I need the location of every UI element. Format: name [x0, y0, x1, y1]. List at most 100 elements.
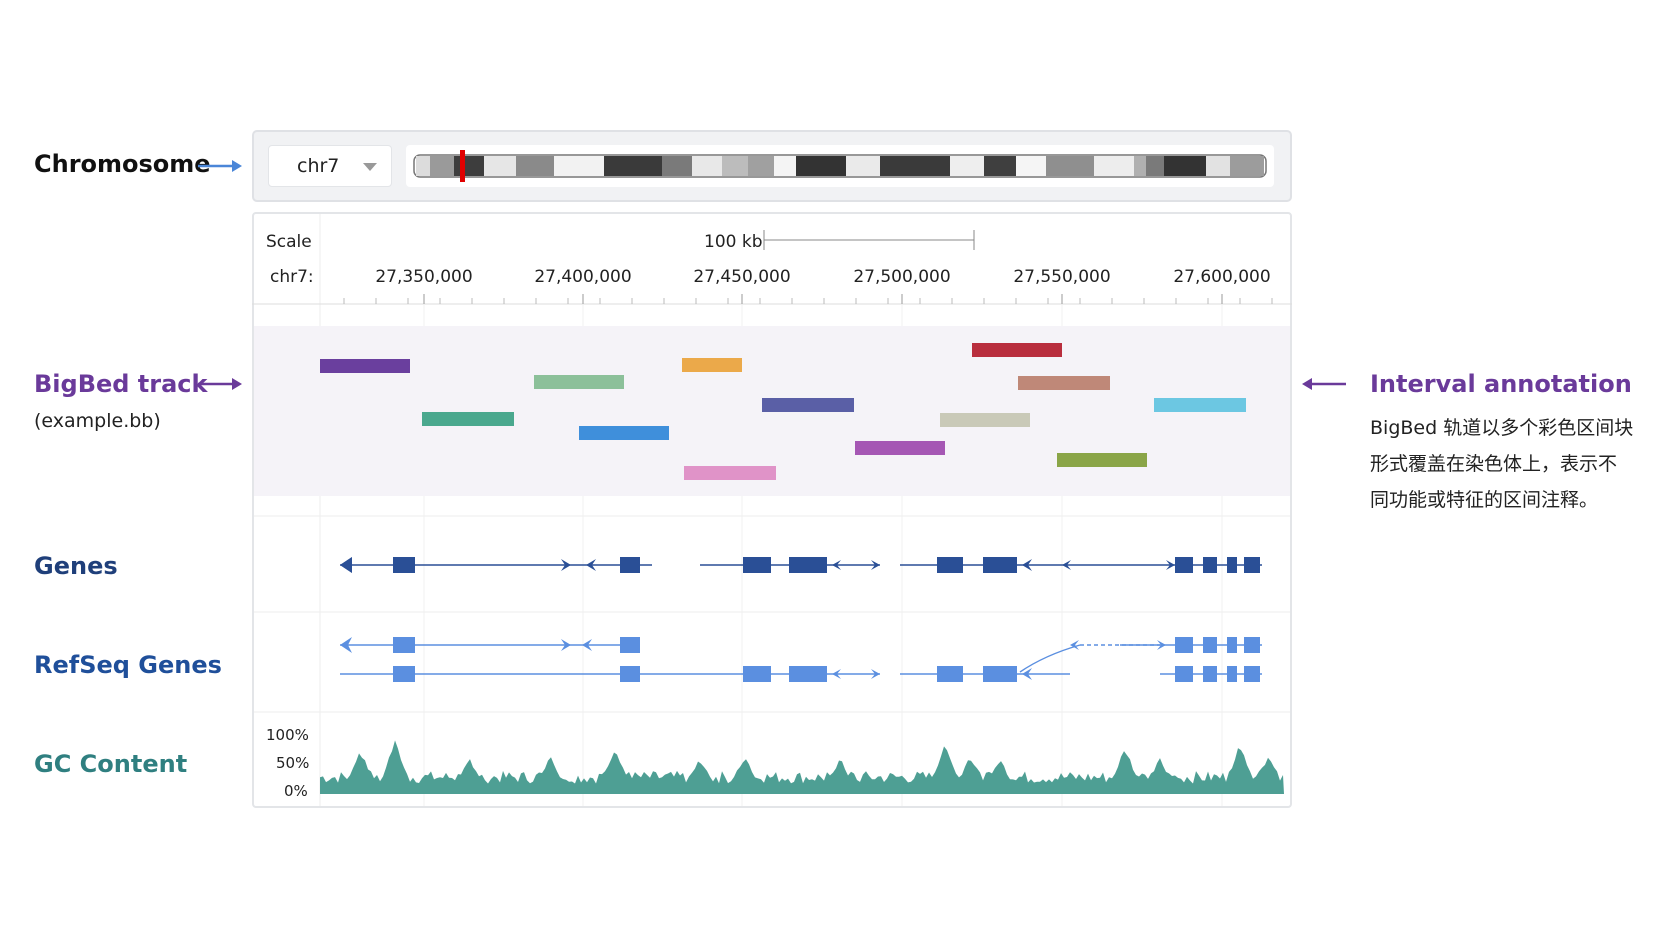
interval-arrow-icon [1302, 378, 1346, 390]
ideogram-band [554, 156, 604, 176]
ideogram-band [1134, 156, 1146, 176]
exon-block[interactable] [1227, 557, 1237, 573]
gc-content-area[interactable] [320, 740, 1284, 794]
browser-panel [252, 212, 1292, 808]
chromosome-ideogram[interactable] [406, 145, 1274, 187]
exon-block[interactable] [743, 666, 771, 682]
exon-block[interactable] [983, 557, 1017, 573]
exon-block[interactable] [1175, 666, 1193, 682]
refseq-genes-label: RefSeq Genes [34, 651, 222, 679]
strand-arrow-icon [1070, 640, 1079, 650]
bigbed-interval-block[interactable] [1057, 453, 1147, 467]
strand-arrow-icon [586, 559, 596, 571]
exon-block[interactable] [789, 557, 827, 573]
ideogram-band [1046, 156, 1094, 176]
strand-arrow-icon [871, 560, 880, 570]
ideogram-band [604, 156, 662, 176]
exon-block[interactable] [1227, 666, 1237, 682]
exon-block[interactable] [937, 666, 963, 682]
exon-block[interactable] [1203, 557, 1217, 573]
gene-start-arrow-icon [340, 557, 352, 573]
splice-connector [1019, 644, 1081, 673]
exon-block[interactable] [743, 557, 771, 573]
ideogram-band [1206, 156, 1230, 176]
exon-block[interactable] [393, 637, 415, 653]
annotation-line: 形式覆盖在染色体上，表示不 [1370, 453, 1618, 475]
gc-axis-tick: 100% [266, 726, 309, 744]
bigbed-interval-block[interactable] [1018, 376, 1110, 390]
ideogram-band [484, 156, 516, 176]
ideogram-band [722, 156, 748, 176]
exon-block[interactable] [1244, 637, 1260, 653]
ideogram-band [1146, 156, 1164, 176]
ideogram-band [1094, 156, 1134, 176]
strand-arrow-icon [1166, 560, 1175, 570]
bigbed-interval-block[interactable] [579, 426, 669, 440]
bigbed-interval-block[interactable] [320, 359, 410, 373]
exon-block[interactable] [983, 666, 1017, 682]
chromosome-select[interactable]: chr7 [268, 145, 392, 187]
ruler-tick-label: 27,500,000 [853, 267, 950, 287]
exon-block[interactable] [620, 666, 640, 682]
gc-content-label: GC Content [34, 750, 188, 778]
ideogram-band [984, 156, 1016, 176]
bigbed-interval-block[interactable] [422, 412, 514, 426]
bigbed-file-label: (example.bb) [34, 410, 161, 432]
bigbed-interval-block[interactable] [972, 343, 1062, 357]
ideogram-band [1164, 156, 1206, 176]
exon-block[interactable] [1244, 666, 1260, 682]
exon-block[interactable] [393, 666, 415, 682]
bigbed-track-label: BigBed track [34, 370, 208, 398]
annotation-line: BigBed 轨道以多个彩色区间块 [1370, 417, 1634, 439]
ideogram-band [430, 156, 454, 176]
exon-block[interactable] [789, 666, 827, 682]
chevron-down-icon[interactable] [363, 163, 377, 171]
bigbed-interval-block[interactable] [855, 441, 945, 455]
strand-arrow-icon [1022, 559, 1032, 571]
ideogram-band [796, 156, 846, 176]
ruler-tick-label: 27,450,000 [693, 267, 790, 287]
strand-arrow-icon [1157, 640, 1166, 650]
bigbed-interval-block[interactable] [684, 466, 776, 480]
scale-label: Scale [266, 232, 312, 252]
ruler: Scale chr7: 100 kb 27,350,000 27,400,000 2… [252, 214, 1292, 806]
refseq-track[interactable] [340, 637, 1262, 682]
interval-annotation-text: BigBed 轨道以多个彩色区间块 形式覆盖在染色体上，表示不 同功能或特征的区… [1370, 410, 1633, 518]
chromosome-label: Chromosome [34, 150, 211, 178]
bigbed-interval-block[interactable] [1154, 398, 1246, 412]
exon-block[interactable] [620, 557, 640, 573]
ideogram-band [880, 156, 950, 176]
bigbed-interval-block[interactable] [534, 375, 624, 389]
ruler-tick-label: 27,600,000 [1173, 267, 1270, 287]
ideogram-band [846, 156, 880, 176]
ideogram-band [516, 156, 554, 176]
exon-block[interactable] [1203, 666, 1217, 682]
exon-block[interactable] [620, 637, 640, 653]
bigbed-interval-block[interactable] [682, 358, 742, 372]
ideogram-band [662, 156, 692, 176]
ruler-tick-label: 27,400,000 [534, 267, 631, 287]
ideogram-band [950, 156, 984, 176]
exon-block[interactable] [1203, 637, 1217, 653]
ruler-tick-label: 27,350,000 [375, 267, 472, 287]
ideogram-position-marker[interactable] [460, 150, 465, 182]
exon-block[interactable] [1175, 557, 1193, 573]
genes-track[interactable] [340, 557, 1262, 573]
bigbed-interval-block[interactable] [762, 398, 854, 412]
exon-block[interactable] [937, 557, 963, 573]
strand-arrow-icon [832, 669, 841, 679]
bigbed-interval-block[interactable] [940, 413, 1030, 427]
exon-block[interactable] [1227, 637, 1237, 653]
exon-block[interactable] [1244, 557, 1260, 573]
strand-arrow-icon [340, 637, 352, 653]
interval-annotation-title: Interval annotation [1370, 370, 1632, 398]
exon-block[interactable] [1175, 637, 1193, 653]
chrom-position-label: chr7: [270, 267, 314, 287]
genes-label: Genes [34, 552, 118, 580]
exon-block[interactable] [393, 557, 415, 573]
ideogram-band [774, 156, 796, 176]
ruler-tick-label: 27,550,000 [1013, 267, 1110, 287]
chromosome-select-value: chr7 [297, 155, 340, 177]
ideogram-container [406, 145, 1274, 187]
